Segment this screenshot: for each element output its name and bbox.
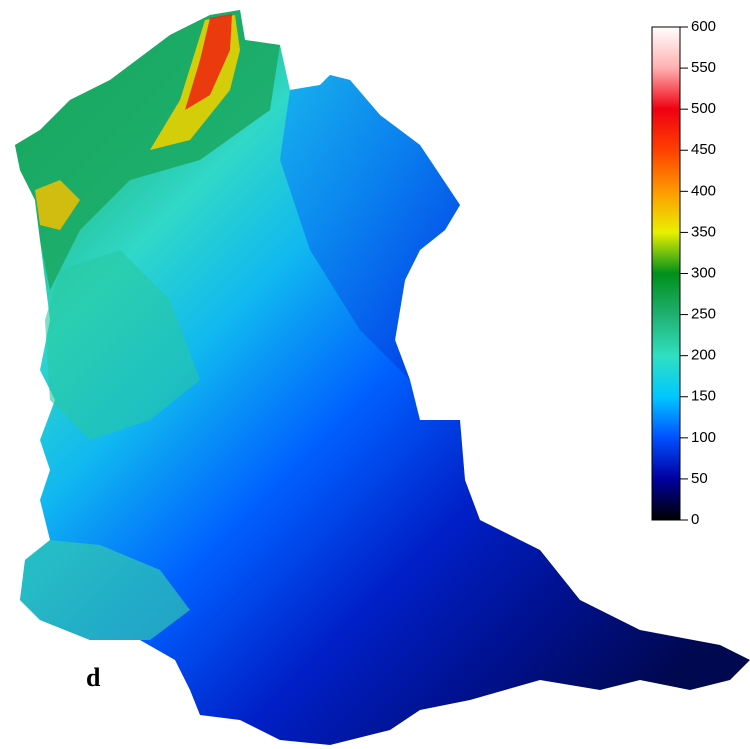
elevation-map	[15, 10, 750, 745]
tick-label: 500	[691, 100, 716, 117]
tick-label: 200	[691, 347, 716, 364]
basin-area	[15, 10, 750, 745]
panel-label: d	[86, 663, 101, 692]
tick-label: 100	[691, 429, 716, 446]
tick-label: 50	[691, 470, 708, 487]
colorbar-ticks: 0 50 100 150 200 250 300 350 400 450 500 550 600	[680, 18, 716, 528]
south-west-slope	[20, 540, 190, 640]
tick-label: 400	[691, 182, 716, 199]
tick-label: 450	[691, 141, 716, 158]
tick-label: 0	[691, 511, 699, 528]
colorbar	[651, 26, 681, 521]
tick-label: 550	[691, 59, 716, 76]
tick-label: 350	[691, 223, 716, 240]
ridge-west	[35, 180, 80, 230]
tick-label: 250	[691, 306, 716, 323]
mid-plateau	[45, 250, 200, 440]
tick-label: 600	[691, 18, 716, 35]
tick-label: 150	[691, 388, 716, 405]
tick-label: 300	[691, 264, 716, 281]
ridge-peak	[185, 14, 232, 110]
east-slope	[280, 75, 460, 380]
